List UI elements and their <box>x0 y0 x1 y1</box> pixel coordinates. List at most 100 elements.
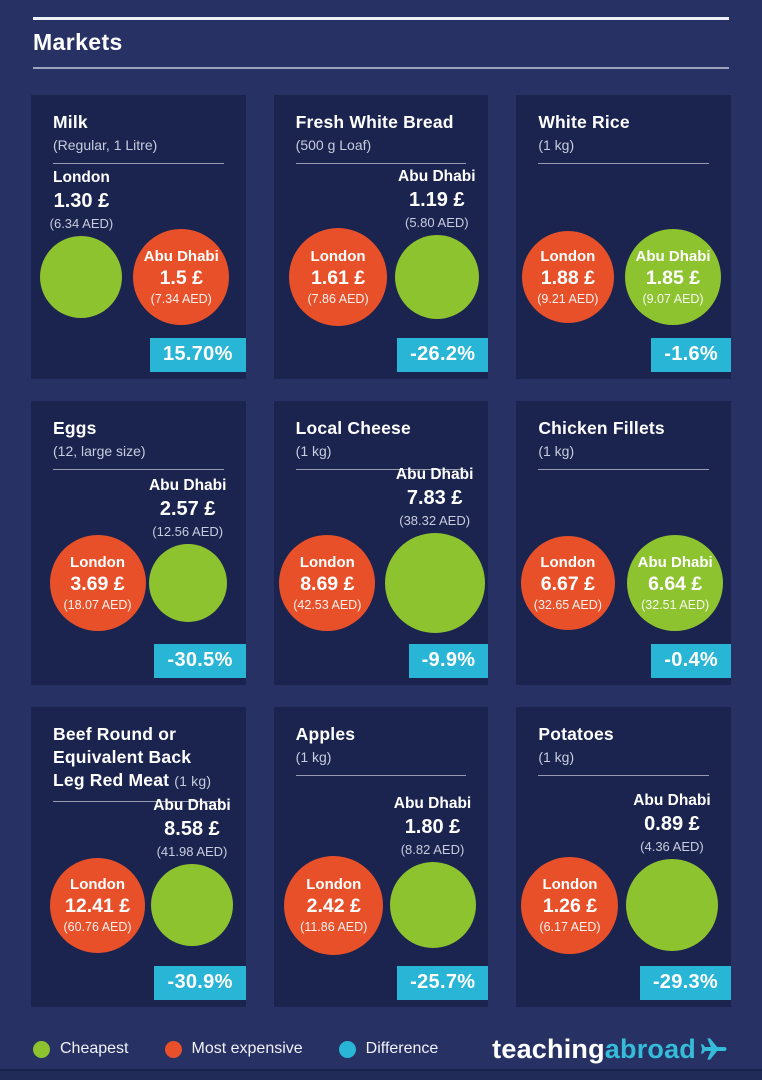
price-gbp: 7.83 £ <box>406 487 463 509</box>
price-aed: (9.21 AED) <box>537 292 599 306</box>
price-aed: (32.51 AED) <box>641 598 710 612</box>
product-card-white-rice: White Rice (1 kg) London 1.88 £ (9.21 AED) Ab… <box>516 95 731 379</box>
difference-badge: 15.70% <box>150 338 246 372</box>
legend-label: Cheapest <box>60 1040 129 1057</box>
card-title: Milk <box>53 112 88 132</box>
product-card-chicken-fillets: Chicken Fillets (1 kg) London 6.67 £ (32.65 … <box>516 401 731 685</box>
city-name: Abu Dhabi <box>637 554 713 571</box>
cheapest-price-label: Abu Dhabi 1.19 £ (5.80 AED) <box>398 168 476 230</box>
card-subtitle: (1 kg) <box>538 442 575 459</box>
difference-badge: -30.5% <box>154 644 246 678</box>
card-title: Local Cheese <box>295 418 411 438</box>
logo-text-teaching: teaching <box>492 1033 605 1064</box>
city-name: Abu Dhabi <box>148 477 227 494</box>
difference-badge: -25.7% <box>397 966 489 1000</box>
bottom-strip <box>0 1069 762 1080</box>
card-divider <box>538 468 709 470</box>
price-aed: (11.86 AED) <box>300 920 368 934</box>
card-title: White Rice <box>538 112 630 132</box>
product-card-local-cheese: Local Cheese (1 kg) Abu Dhabi 7.83 £ (38.32 … <box>273 401 489 685</box>
cheapest-bubble <box>394 235 479 319</box>
card-title: Eggs <box>53 418 97 438</box>
price-aed: (38.32 AED) <box>399 513 471 528</box>
card-subtitle: (1 kg) <box>538 136 575 153</box>
logo-text-abroad: abroad <box>604 1033 696 1064</box>
card-divider <box>53 801 224 803</box>
header-top-rule <box>33 17 729 20</box>
price-aed: (4.36 AED) <box>640 839 704 854</box>
price-gbp: 12.41 £ <box>65 895 131 917</box>
price-gbp: 8.69 £ <box>300 573 355 595</box>
cheapest-bubble <box>625 859 718 951</box>
most-expensive-bubble: London 3.69 £ (18.07 AED) <box>49 535 146 631</box>
cheapest-price-label: Abu Dhabi 1.80 £ (8.82 AED) <box>394 795 472 857</box>
product-card-eggs: Eggs (12, large size) Abu Dhabi 2.57 £ (12.5… <box>31 401 246 685</box>
product-card-apples: Apples (1 kg) Abu Dhabi 1.80 £ (8.82 AED) Lon… <box>273 707 489 1007</box>
price-gbp: 6.64 £ <box>648 573 703 595</box>
cheapest-price-label: Abu Dhabi 2.57 £ (12.56 AED) <box>149 477 227 539</box>
city-name: London <box>70 876 126 893</box>
legend-item: Most expensive <box>164 1040 303 1058</box>
legend-dot-most-expensive <box>164 1040 182 1058</box>
price-aed: (60.76 AED) <box>63 920 132 934</box>
price-gbp: 1.61 £ <box>310 267 366 289</box>
difference-badge: -30.9% <box>154 966 246 1000</box>
most-expensive-bubble: London 12.41 £ (60.76 AED) <box>50 857 146 953</box>
city-name: London <box>306 876 362 893</box>
most-expensive-bubble: London 8.69 £ (42.53 AED) <box>279 535 376 631</box>
most-expensive-bubble: London 6.67 £ (32.65 AED) <box>520 536 615 630</box>
price-aed: (9.07 AED) <box>642 292 704 306</box>
city-name: Abu Dhabi <box>633 792 711 809</box>
card-title: Chicken Fillets <box>538 418 665 438</box>
header: Markets <box>33 0 729 69</box>
difference-badge: -1.6% <box>651 338 731 372</box>
card-divider <box>295 774 467 776</box>
difference-badge: -9.9% <box>408 644 489 678</box>
price-gbp: 3.69 £ <box>70 573 125 595</box>
market-cards-grid: Milk (Regular, 1 Litre) London 1.30 £ (6.34 … <box>31 95 731 1007</box>
product-card-milk: Milk (Regular, 1 Litre) London 1.30 £ (6.34 … <box>31 95 246 379</box>
footer: Cheapest Most expensive Difference teachin… <box>33 1034 729 1064</box>
cheapest-bubble <box>40 236 123 318</box>
price-comparison-chart: Abu Dhabi 2.57 £ (12.56 AED) London 3.69 £ (1… <box>31 401 246 685</box>
price-aed: (5.80 AED) <box>405 215 469 230</box>
price-comparison-chart: London 1.30 £ (6.34 AED) Abu Dhabi 1.5 £ (7.3… <box>31 95 246 379</box>
city-name: Abu Dhabi <box>635 248 711 265</box>
price-aed: (42.53 AED) <box>293 598 362 612</box>
most-expensive-bubble: Abu Dhabi 1.5 £ (7.34 AED) <box>133 229 230 325</box>
difference-badge: -26.2% <box>397 338 489 372</box>
legend-label: Most expensive <box>191 1040 303 1057</box>
price-comparison-chart: Abu Dhabi 1.19 £ (5.80 AED) London 1.61 £ (7.… <box>274 95 489 379</box>
price-gbp: 1.5 £ <box>159 267 203 289</box>
price-gbp: 1.30 £ <box>53 190 110 212</box>
card-title: Beef Round or Equivalent Back Leg Red Me… <box>53 724 212 790</box>
cheapest-bubble <box>150 864 233 946</box>
price-gbp: 2.42 £ <box>306 895 361 917</box>
card-divider <box>538 774 709 776</box>
city-name: Abu Dhabi <box>395 466 474 483</box>
price-gbp: 1.19 £ <box>408 189 465 211</box>
cheapest-price-label: London 1.30 £ (6.34 AED) <box>50 169 114 231</box>
header-bottom-rule <box>33 67 729 69</box>
city-name: Abu Dhabi <box>143 248 219 265</box>
product-card-potatoes: Potatoes (1 kg) Abu Dhabi 0.89 £ (4.36 AED) L… <box>516 707 731 1007</box>
product-card-fresh-white-bread: Fresh White Bread (500 g Loaf) Abu Dhabi 1.… <box>273 95 489 379</box>
price-aed: (6.17 AED) <box>539 920 601 934</box>
city-name: London <box>299 554 355 571</box>
price-comparison-chart: Abu Dhabi 0.89 £ (4.36 AED) London 1.26 £ (6.… <box>516 707 731 1007</box>
card-subtitle: (Regular, 1 Litre) <box>53 136 158 153</box>
card-divider <box>538 162 709 164</box>
most-expensive-bubble: London 1.26 £ (6.17 AED) <box>521 856 619 954</box>
city-name: London <box>310 248 366 265</box>
price-aed: (18.07 AED) <box>63 598 132 612</box>
cheapest-bubble: Abu Dhabi 1.85 £ (9.07 AED) <box>625 229 722 325</box>
price-comparison-chart: Abu Dhabi 7.83 £ (38.32 AED) London 8.69 £ (4… <box>274 401 489 685</box>
price-aed: (6.34 AED) <box>49 216 114 231</box>
card-title: Apples <box>295 724 356 744</box>
city-name: London <box>542 876 598 893</box>
price-aed: (7.86 AED) <box>307 292 369 306</box>
legend-item: Cheapest <box>33 1040 129 1058</box>
price-gbp: 8.58 £ <box>164 818 220 840</box>
price-comparison-chart: London 1.88 £ (9.21 AED) Abu Dhabi 1.85 £ (9.… <box>516 95 731 379</box>
price-gbp: 1.80 £ <box>404 816 461 838</box>
